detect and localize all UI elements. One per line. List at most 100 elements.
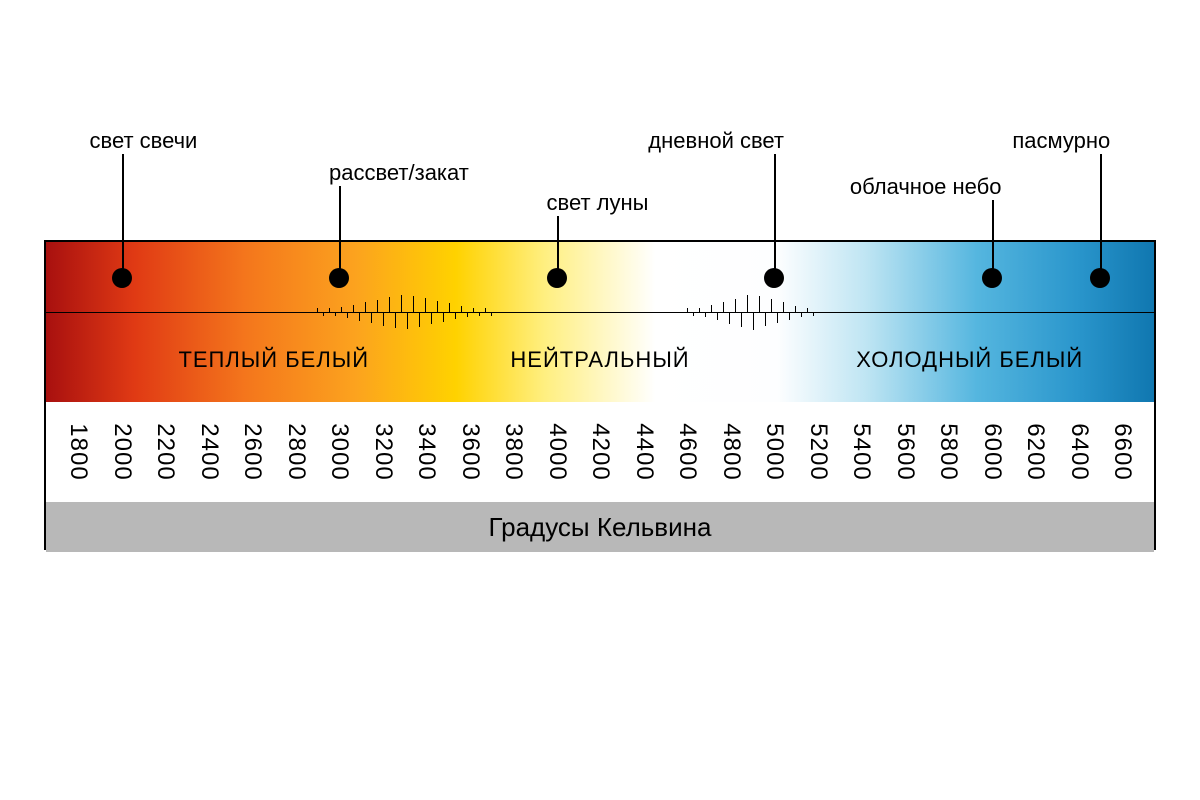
kelvin-tick: 4400 [630,423,658,480]
hatch-mark [323,312,324,316]
annotation-dot [112,268,132,288]
annotation-leader-line [339,186,341,278]
annotation-label: облачное небо [850,174,1002,200]
hatch-mark [765,312,766,326]
kelvin-tick: 3400 [412,423,440,480]
hatch-mark [729,312,730,324]
hatch-mark [801,312,802,317]
hatch-mark [401,295,402,312]
hatch-mark [419,312,420,327]
hatch-mark [699,308,700,312]
hatch-mark [407,312,408,329]
hatch-mark [777,312,778,323]
kelvin-tick: 2000 [108,423,136,480]
hatch-mark [747,295,748,312]
hatch-mark [711,305,712,312]
hatch-mark [365,302,366,312]
hatch-mark [795,306,796,312]
hatch-mark [437,301,438,312]
kelvin-tick: 4600 [673,423,701,480]
annotation-leader-line [992,200,994,278]
kelvin-tick: 5800 [934,423,962,480]
hatch-mark [317,308,318,312]
kelvin-tick: 3600 [456,423,484,480]
hatch-mark [371,312,372,323]
kelvin-tick: 4000 [543,423,571,480]
hatch-mark [449,303,450,312]
kelvin-tick: 2600 [238,423,266,480]
hatch-mark [353,305,354,312]
hatch-mark [425,298,426,312]
kelvin-tick: 5000 [760,423,788,480]
hatch-mark [753,312,754,330]
hatch-mark [717,312,718,320]
kelvin-tick-row: 1800200022002400260028003000320034003600… [46,402,1154,502]
annotation-dot [1090,268,1110,288]
kelvin-tick: 6200 [1021,423,1049,480]
annotation-label: пасмурно [1012,128,1110,154]
hatch-mark [491,312,492,316]
hatch-mark [687,308,688,312]
hatch-mark [383,312,384,326]
hatch-mark [479,312,480,316]
annotation-label: рассвет/закат [329,160,469,186]
kelvin-tick: 5200 [804,423,832,480]
kelvin-tick: 4800 [717,423,745,480]
hatch-mark [455,312,456,319]
hatch-mark [693,312,694,316]
gradient-divider-line [46,312,1154,313]
hatch-mark [467,312,468,317]
hatch-mark [759,296,760,312]
annotation-leader-line [1100,154,1102,278]
annotation-dot [982,268,1002,288]
hatch-mark [485,308,486,312]
annotation-label: дневной свет [648,128,784,154]
annotation-dot [329,268,349,288]
annotation-label: свет луны [547,190,649,216]
kelvin-tick: 6000 [978,423,1006,480]
kelvin-tick: 4200 [586,423,614,480]
hatch-mark [431,312,432,324]
color-temperature-gradient: ТЕПЛЫЙ БЕЛЫЙ НЕЙТРАЛЬНЫЙ ХОЛОДНЫЙ БЕЛЫЙ [46,242,1154,402]
hatch-mark [341,307,342,312]
annotation-label: свет свечи [90,128,198,154]
hatch-mark [741,312,742,327]
hatch-mark [789,312,790,320]
hatch-mark [735,299,736,312]
annotation-dot [547,268,567,288]
hatch-mark [359,312,360,321]
hatch-mark [783,302,784,312]
region-label: НЕЙТРАЛЬНЫЙ [510,347,689,373]
kelvin-tick: 2400 [195,423,223,480]
annotation-leader-line [774,154,776,278]
region-label: ХОЛОДНЫЙ БЕЛЫЙ [856,347,1083,373]
hatch-mark [723,302,724,312]
kelvin-tick: 1800 [64,423,92,480]
region-label: ТЕПЛЫЙ БЕЛЫЙ [178,347,369,373]
hatch-mark [473,308,474,312]
kelvin-tick: 3800 [499,423,527,480]
hatch-mark [807,308,808,312]
kelvin-tick: 5600 [891,423,919,480]
hatch-mark [389,297,390,312]
hatch-mark [377,300,378,312]
annotation-leader-line [122,154,124,278]
annotation-dot [764,268,784,288]
kelvin-tick: 5400 [847,423,875,480]
hatch-mark [771,299,772,312]
hatch-mark [461,306,462,312]
hatch-mark [335,312,336,316]
axis-title-row: Градусы Кельвина [46,502,1154,552]
kelvin-tick: 3200 [369,423,397,480]
hatch-mark [329,308,330,312]
hatch-mark [443,312,444,322]
kelvin-tick: 2200 [151,423,179,480]
hatch-mark [813,312,814,316]
kelvin-tick: 6400 [1065,423,1093,480]
hatch-mark [395,312,396,328]
axis-title: Градусы Кельвина [489,512,712,543]
hatch-mark [347,312,348,318]
hatch-mark [413,296,414,312]
hatch-mark [705,312,706,317]
kelvin-tick: 6600 [1108,423,1136,480]
